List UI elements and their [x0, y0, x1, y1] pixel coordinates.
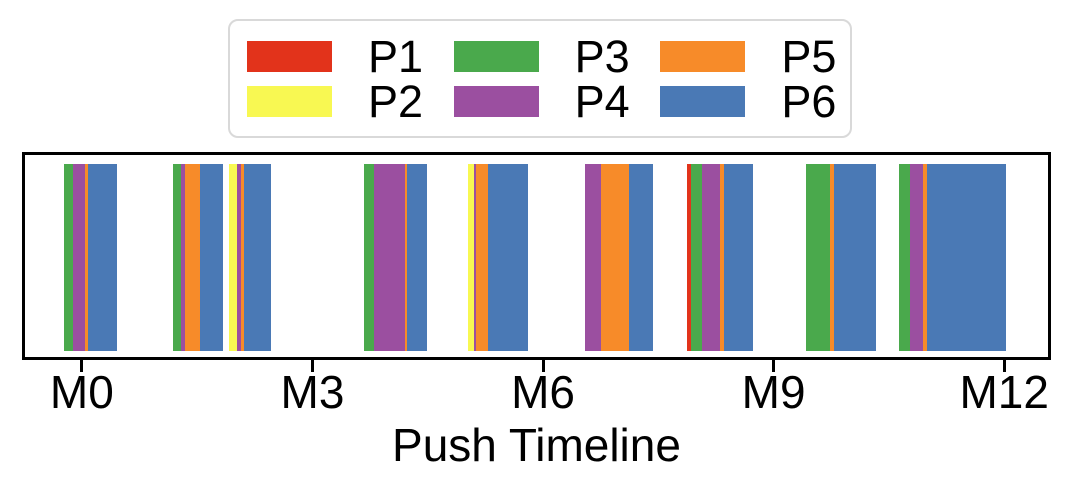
- push-4-segment-p3: [363, 164, 374, 351]
- x-tick-label-m6: M6: [511, 366, 575, 418]
- push-1-segment-p3: [64, 164, 73, 351]
- x-tick-label-m0: M0: [49, 366, 114, 418]
- x-tick-mark-m3: [310, 360, 314, 372]
- push-5-segment-p6: [488, 164, 528, 351]
- push-2-segment-p5: [184, 164, 201, 351]
- x-tick-label-m9: M9: [741, 366, 806, 418]
- push-6-segment-p4: [584, 164, 601, 351]
- push-9-segment-p5: [922, 164, 927, 351]
- legend-swatch-p4: [453, 86, 539, 117]
- legend-item-p2: P2: [247, 79, 424, 124]
- push-7-segment-p5: [719, 164, 724, 351]
- push-7-segment-p1: [686, 164, 691, 351]
- push-6-segment-p6: [629, 164, 653, 351]
- push-4-segment-p6: [406, 164, 427, 351]
- x-tick-mark-m9: [772, 360, 776, 372]
- push-4-segment-p4: [373, 164, 405, 351]
- x-tick-label-m12: M12: [959, 366, 1049, 418]
- push-7-segment-p4: [702, 164, 720, 351]
- legend-item-p5: P5: [660, 34, 837, 79]
- x-tick-mark-m6: [541, 360, 545, 372]
- legend-swatch-p6: [660, 86, 746, 117]
- legend-grid: P1 P2 P3 P4 P5 P6: [247, 34, 837, 124]
- legend-label-p5: P5: [781, 31, 837, 82]
- push-9-segment-p3: [898, 164, 911, 351]
- x-axis-title: Push Timeline: [392, 419, 681, 471]
- legend-label-p1: P1: [368, 31, 424, 82]
- push-3-segment-p2: [228, 164, 238, 351]
- push-1-segment-p4: [72, 164, 85, 351]
- push-5-segment-p5: [476, 164, 489, 351]
- legend-item-p4: P4: [453, 76, 631, 127]
- push-3-segment-p6: [244, 164, 271, 351]
- push-3-segment-p4: [237, 164, 241, 351]
- push-9-segment-p4: [910, 164, 923, 351]
- push-1-segment-p6: [88, 164, 118, 351]
- legend-label-p3: P3: [574, 31, 630, 82]
- legend-label-p6: P6: [781, 76, 837, 127]
- push-2-segment-p3: [172, 164, 182, 351]
- push-9-segment-p6: [926, 164, 1007, 351]
- push-1-segment-p5: [84, 164, 88, 351]
- push-5-segment-p4: [473, 164, 477, 351]
- legend-label-p4: P4: [574, 76, 630, 127]
- legend-label-p2: P2: [368, 76, 424, 127]
- push-3-segment-p5: [240, 164, 245, 351]
- legend-item-p3: P3: [453, 31, 631, 82]
- legend-item-p1: P1: [247, 34, 424, 79]
- push-8-segment-p6: [833, 164, 876, 351]
- x-tick-mark-m0: [80, 360, 84, 372]
- push-2-segment-p4: [181, 164, 185, 351]
- push-2-segment-p6: [200, 164, 223, 351]
- push-8-segment-p5: [829, 164, 834, 351]
- push-6-segment-p5: [600, 164, 630, 351]
- legend-swatch-p3: [453, 41, 539, 72]
- x-tick-mark-m12: [1002, 360, 1006, 372]
- legend: P1 P2 P3 P4 P5 P6: [228, 19, 852, 138]
- push-4-segment-p5: [404, 164, 407, 351]
- push-7-segment-p6: [723, 164, 753, 351]
- push-5-segment-p2: [468, 164, 474, 351]
- legend-swatch-p5: [660, 41, 746, 72]
- legend-swatch-p1: [247, 41, 332, 72]
- push-8-segment-p3: [805, 164, 830, 351]
- plot-canvas: [25, 155, 1048, 357]
- push-7-segment-p3: [690, 164, 703, 351]
- legend-item-p6: P6: [660, 79, 837, 124]
- x-tick-label-m3: M3: [280, 366, 345, 418]
- legend-swatch-p2: [247, 86, 332, 117]
- plot-area: [22, 152, 1051, 360]
